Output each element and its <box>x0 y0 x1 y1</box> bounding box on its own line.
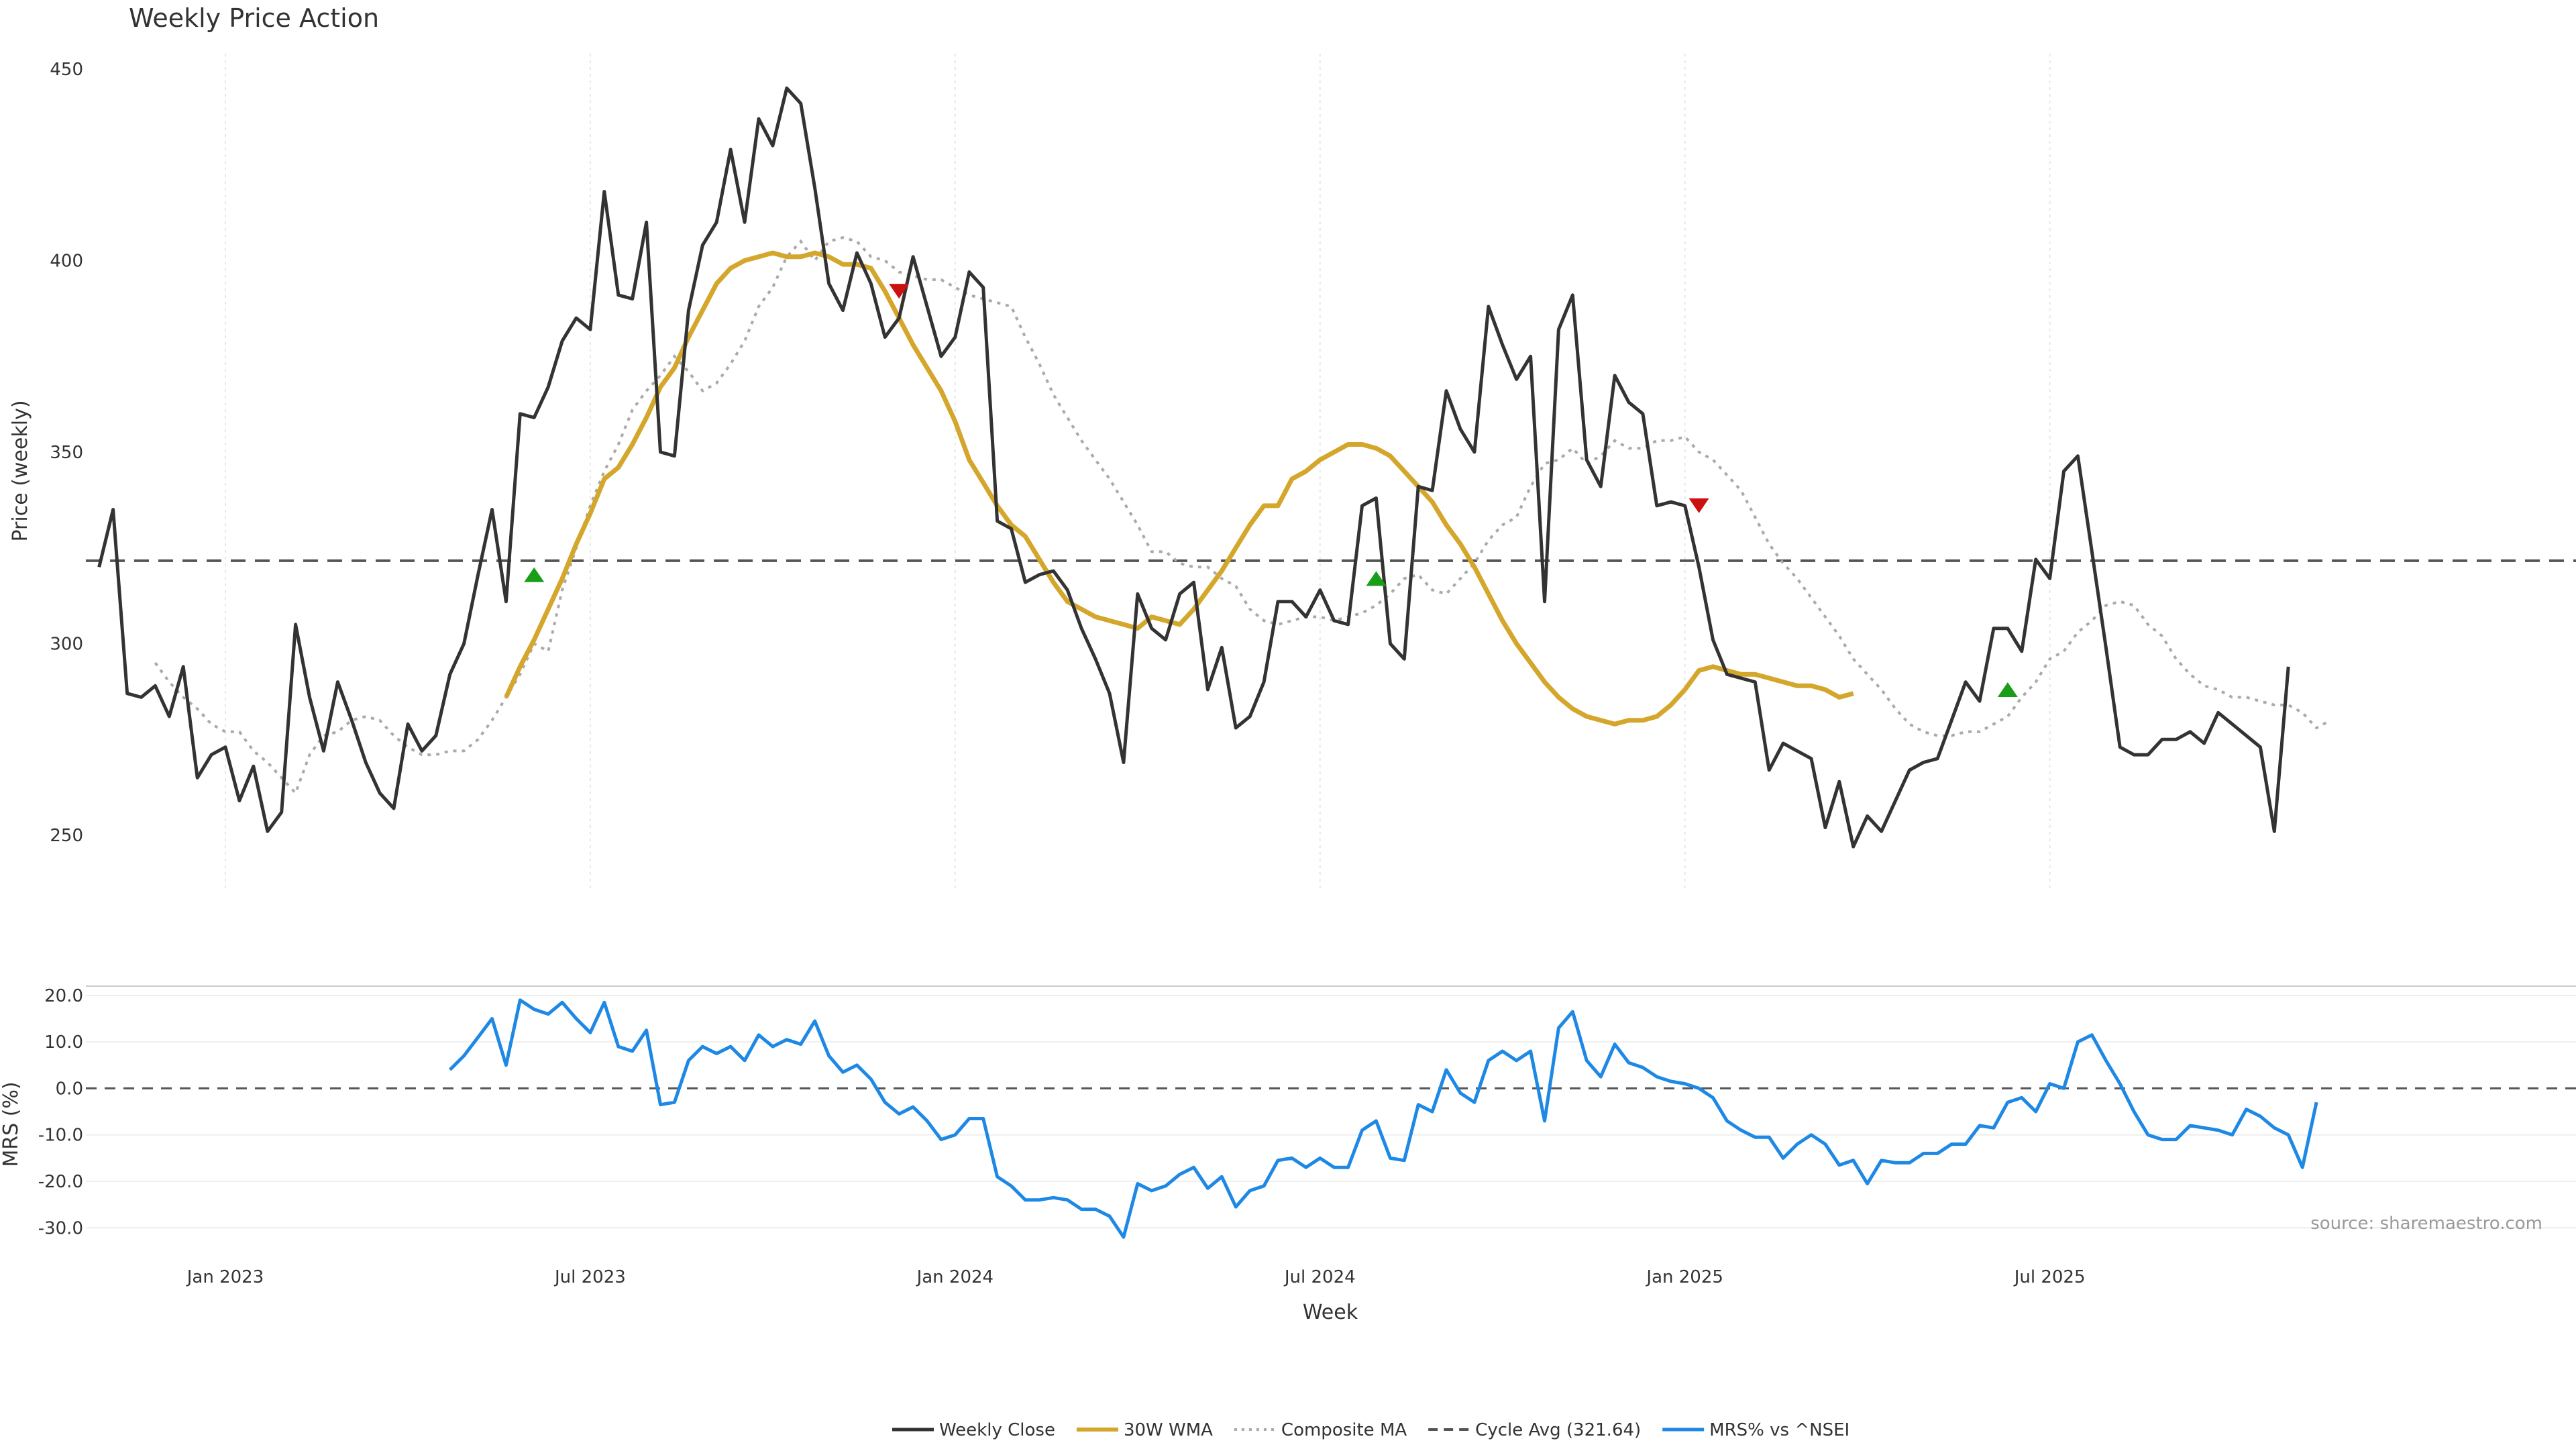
price-grid <box>225 54 2051 889</box>
mrs-y-tick-label-4: -20.0 <box>38 1172 83 1192</box>
price-y-tick-label-0: 250 <box>50 826 83 846</box>
legend-label-composite: Composite MA <box>1281 1420 1407 1440</box>
legend-label-close: Weekly Close <box>939 1420 1055 1440</box>
price-y-tick-label-3: 400 <box>50 251 83 271</box>
buy-signal-marker-2 <box>1366 571 1387 586</box>
x-tick-label-0: Jan 2023 <box>186 1267 264 1287</box>
mrs-panel: 20.0 10.0 0.0 -10.0 -20.0 -30.0 source: share… <box>0 985 2576 1239</box>
price-y-axis-label: Price (weekly) <box>9 400 32 541</box>
mrs-y-tick-label-1: 10.0 <box>44 1032 83 1053</box>
mrs-y-tick-label-5: -30.0 <box>38 1218 83 1238</box>
mrs-y-tick-label-2: 0.0 <box>56 1079 83 1099</box>
price-y-tick-label-2: 350 <box>50 443 83 463</box>
series-weekly-close <box>97 86 2290 849</box>
mrs-grid <box>86 994 2576 1229</box>
x-tick-label-1: Jul 2023 <box>553 1267 626 1287</box>
buy-signal-marker-4 <box>1997 682 2018 698</box>
mrs-y-tick-label-0: 20.0 <box>44 986 83 1006</box>
x-axis-label: Week <box>1303 1301 1358 1324</box>
mrs-y-tick-label-3: -10.0 <box>38 1126 83 1146</box>
series-mrs <box>448 998 2318 1239</box>
chart-title: Weekly Price Action <box>129 3 379 33</box>
mrs-y-ticks: 20.0 10.0 0.0 -10.0 -20.0 -30.0 <box>38 986 83 1238</box>
mrs-y-axis-label: MRS (%) <box>0 1081 23 1167</box>
price-y-tick-label-1: 300 <box>50 634 83 654</box>
legend-label-mrs: MRS% vs ^NSEI <box>1709 1420 1849 1440</box>
price-panel: 250 300 350 400 450 Price (weekly) <box>9 54 2576 889</box>
legend-label-wma: 30W WMA <box>1124 1420 1213 1440</box>
sell-signal-marker-3 <box>1688 498 1709 513</box>
sell-signal-marker-1 <box>889 284 910 299</box>
buy-signal-marker-0 <box>524 567 545 582</box>
source-label: source: sharemaestro.com <box>2310 1214 2542 1234</box>
signal-markers <box>524 284 2018 698</box>
x-axis-ticks: Jan 2023 Jul 2023 Jan 2024 Jul 2024 Jan 2025… <box>186 1267 2086 1287</box>
price-y-tick-label-4: 450 <box>50 60 83 80</box>
x-tick-label-3: Jul 2024 <box>1283 1267 1356 1287</box>
x-tick-label-4: Jan 2025 <box>1645 1267 1723 1287</box>
price-y-ticks: 250 300 350 400 450 <box>50 60 83 846</box>
legend: Weekly Close 30W WMA Composite MA Cycle Avg… <box>892 1420 1849 1440</box>
x-tick-label-2: Jan 2024 <box>916 1267 994 1287</box>
series-30w-wma <box>504 250 1854 727</box>
legend-label-cycle: Cycle Avg (321.64) <box>1475 1420 1641 1440</box>
x-tick-label-5: Jul 2025 <box>2013 1267 2086 1287</box>
